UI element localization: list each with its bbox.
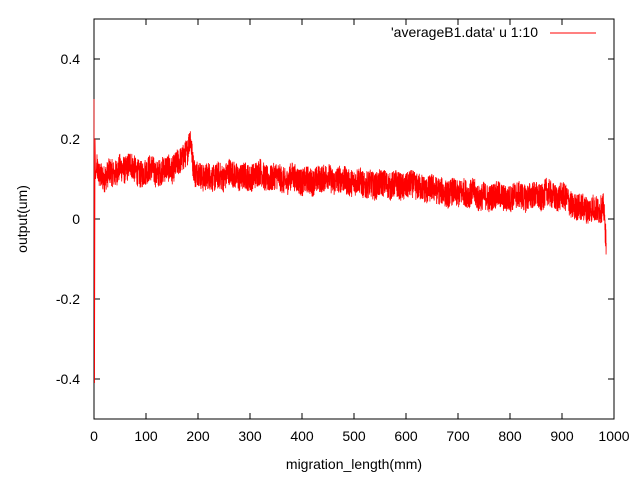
y-axis: -0.4 -0.2 0 0.2 0.4 [56, 51, 614, 387]
plot-frame [93, 18, 615, 420]
x-tick-label: 700 [446, 428, 470, 444]
plot-area [93, 18, 615, 420]
x-axis: 0 100 200 300 400 500 600 700 800 900 1000 [90, 19, 630, 444]
y-axis-label: output(um) [14, 185, 30, 253]
x-tick-label: 900 [550, 428, 574, 444]
x-tick-label: 400 [290, 428, 314, 444]
x-tick-label: 300 [238, 428, 262, 444]
x-tick-label: 800 [498, 428, 522, 444]
x-tick-label: 600 [394, 428, 418, 444]
legend: 'averageB1.data' u 1:10 [391, 24, 596, 40]
y-tick-label: 0.2 [61, 131, 81, 147]
y-tick-label: -0.2 [56, 291, 80, 307]
x-tick-label: 1000 [598, 428, 629, 444]
series-line [93, 98, 607, 384]
x-tick-label: 200 [186, 428, 210, 444]
series-layer [93, 98, 607, 384]
y-tick-label: 0 [72, 211, 80, 227]
y-tick-label: 0.4 [61, 51, 81, 67]
legend-label: 'averageB1.data' u 1:10 [391, 24, 538, 40]
x-tick-label: 500 [342, 428, 366, 444]
y-tick-label: -0.4 [56, 371, 80, 387]
x-axis-label: migration_length(mm) [286, 456, 422, 472]
x-tick-label: 0 [90, 428, 98, 444]
x-tick-label: 100 [134, 428, 158, 444]
